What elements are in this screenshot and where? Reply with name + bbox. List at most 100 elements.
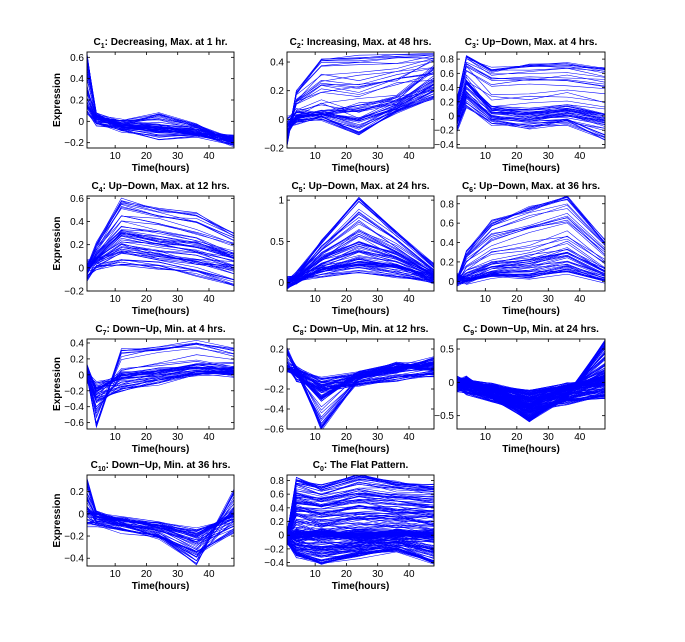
series-line xyxy=(287,256,434,286)
panel-3: 10 20 30 40 −0.4 −0.2 0 0.2 0.4 0.6 0.8 C3: Up−Down… xyxy=(434,37,606,174)
panel-4: 10 20 30 40 −0.2 0 0.2 0.4 0.6 C4: Up−Down, Max. … xyxy=(52,181,235,317)
series-line xyxy=(457,94,605,125)
series-line xyxy=(87,510,234,534)
y-axis-label: Expression xyxy=(52,217,63,271)
series-line xyxy=(287,479,434,534)
x-axis-label: Time(hours) xyxy=(332,306,390,317)
series-group xyxy=(287,346,434,429)
x-tick-label: 40 xyxy=(403,432,415,443)
y-tick-label: 0 xyxy=(448,378,454,389)
y-tick-label: 0.5 xyxy=(270,237,284,248)
x-tick-label: 20 xyxy=(341,294,353,305)
y-tick-label: 0 xyxy=(448,112,454,123)
y-tick-label: 0.2 xyxy=(270,517,284,528)
series-line xyxy=(87,492,234,551)
plot-frame xyxy=(286,195,435,292)
series-line xyxy=(457,90,605,121)
y-tick-label: 0.8 xyxy=(270,476,284,487)
series-line xyxy=(287,538,434,554)
x-tick-label: 40 xyxy=(203,432,215,443)
x-axis-label: Time(hours) xyxy=(332,444,390,455)
series-line xyxy=(87,371,234,404)
plot-frame xyxy=(456,195,606,292)
series-line xyxy=(287,346,434,427)
series-line xyxy=(457,63,605,109)
x-tick-label: 40 xyxy=(574,151,586,162)
series-line xyxy=(287,522,434,542)
series-line xyxy=(287,352,434,426)
series-line xyxy=(457,82,605,122)
series-group xyxy=(87,340,234,429)
x-axis-label: Time(hours) xyxy=(502,444,560,455)
series-line xyxy=(87,253,234,270)
series-line xyxy=(287,348,434,429)
y-tick-label: −0.2 xyxy=(64,138,84,149)
series-line xyxy=(457,260,605,285)
y-tick-label: 0.4 xyxy=(440,238,454,249)
x-axis-label: Time(hours) xyxy=(132,581,190,592)
series-line xyxy=(457,345,605,418)
x-tick-label: 10 xyxy=(110,151,122,162)
series-line xyxy=(287,73,434,141)
series-line xyxy=(457,382,605,405)
series-line xyxy=(457,105,605,141)
series-line xyxy=(457,386,605,407)
x-tick-label: 20 xyxy=(511,432,523,443)
y-tick-label: −0.2 xyxy=(264,385,284,396)
series-line xyxy=(87,261,234,286)
series-line xyxy=(457,196,605,279)
series-line xyxy=(87,340,234,425)
x-tick-label: 30 xyxy=(543,294,555,305)
series-line xyxy=(287,513,434,536)
y-axis-label: Expression xyxy=(52,357,63,411)
y-tick-label: −0.5 xyxy=(434,411,454,422)
series-line xyxy=(287,351,434,421)
series-line xyxy=(457,240,605,281)
x-tick-label: 20 xyxy=(511,294,523,305)
series-line xyxy=(287,71,434,118)
series-line xyxy=(87,369,234,385)
series-line xyxy=(287,365,434,392)
plot-frame xyxy=(286,474,435,567)
y-tick-label: −0.2 xyxy=(434,126,454,137)
series-line xyxy=(457,107,605,138)
series-line xyxy=(287,542,434,564)
series-line xyxy=(87,513,234,534)
series-group xyxy=(287,53,434,147)
series-line xyxy=(287,80,434,126)
x-tick-label: 30 xyxy=(372,294,384,305)
panel-title: C5: Up−Down, Max. at 24 hrs. xyxy=(291,181,429,194)
series-group xyxy=(87,478,234,566)
x-tick-label: 40 xyxy=(574,294,586,305)
series-line xyxy=(87,371,234,396)
x-tick-label: 20 xyxy=(341,569,353,580)
series-line xyxy=(87,229,234,276)
series-line xyxy=(457,70,605,112)
series-line xyxy=(87,111,234,148)
series-line xyxy=(87,364,234,411)
series-line xyxy=(87,515,234,549)
series-line xyxy=(287,201,434,285)
series-line xyxy=(287,510,434,533)
series-line xyxy=(457,386,605,414)
series-line xyxy=(287,245,434,284)
series-line xyxy=(287,482,434,538)
y-tick-label: 0.4 xyxy=(70,74,84,85)
y-tick-label: 0.2 xyxy=(70,96,84,107)
plot-frame xyxy=(286,338,435,430)
panel-title: C3: Up−Down, Max. at 4 hrs. xyxy=(465,37,598,50)
series-line xyxy=(287,208,434,286)
series-line xyxy=(87,506,234,541)
series-line xyxy=(287,348,434,429)
x-tick-label: 20 xyxy=(341,151,353,162)
series-line xyxy=(87,68,234,140)
y-tick-label: 0.4 xyxy=(70,217,84,228)
panel-title: C10: Down−Up, Min. at 36 hrs. xyxy=(91,460,231,473)
panel-title: C9: Down−Up, Min. at 24 hrs. xyxy=(463,324,599,337)
y-tick-label: 0.4 xyxy=(70,338,84,349)
series-line xyxy=(87,343,234,426)
series-line xyxy=(287,505,434,534)
y-tick-label: −0.4 xyxy=(64,402,84,413)
series-line xyxy=(287,515,434,537)
x-tick-label: 30 xyxy=(372,432,384,443)
